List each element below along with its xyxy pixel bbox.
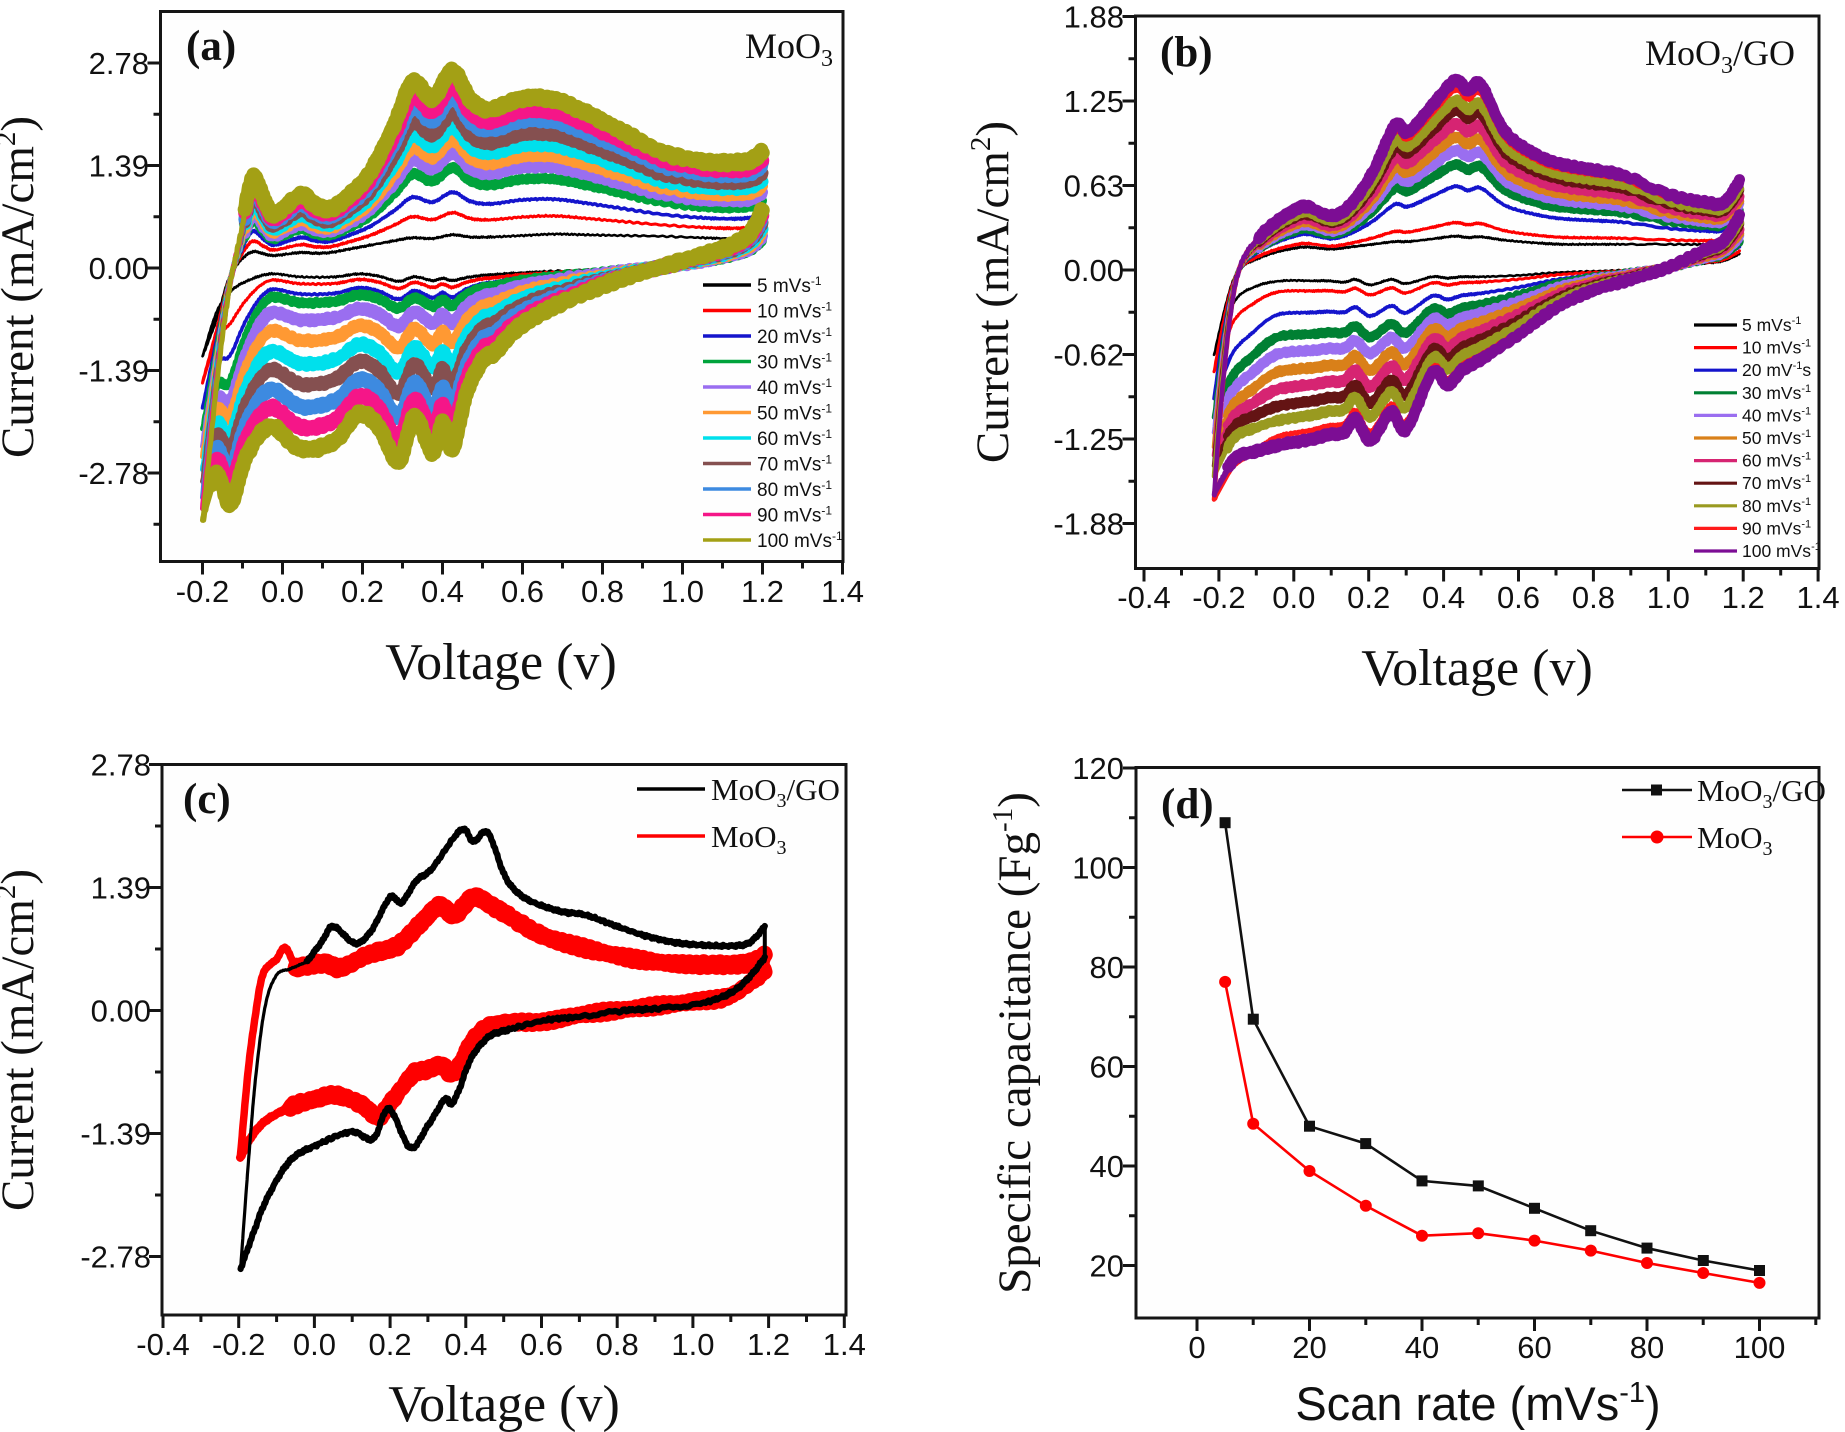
svg-text:1.4: 1.4 [823, 1327, 866, 1362]
svg-text:MoO3: MoO3 [1697, 820, 1772, 860]
svg-text:0.6: 0.6 [501, 574, 544, 609]
svg-text:MoO3: MoO3 [745, 26, 833, 72]
svg-text:1.39: 1.39 [89, 149, 149, 184]
svg-text:70 mVs-1: 70 mVs-1 [757, 453, 832, 476]
svg-text:1.0: 1.0 [671, 1327, 714, 1362]
svg-text:40: 40 [1090, 1149, 1124, 1184]
svg-text:60: 60 [1517, 1330, 1551, 1365]
svg-text:0.4: 0.4 [444, 1327, 487, 1362]
svg-text:0.4: 0.4 [1422, 580, 1465, 615]
svg-text:-2.78: -2.78 [80, 1240, 151, 1275]
svg-text:90 mVs-1: 90 mVs-1 [757, 504, 832, 527]
svg-text:40: 40 [1405, 1330, 1439, 1365]
svg-text:80 mVs-1: 80 mVs-1 [757, 478, 832, 501]
svg-text:20: 20 [1090, 1249, 1124, 1284]
svg-text:20: 20 [1292, 1330, 1326, 1365]
svg-text:0.4: 0.4 [421, 574, 464, 609]
svg-text:-0.4: -0.4 [136, 1327, 189, 1362]
svg-text:1.0: 1.0 [661, 574, 704, 609]
svg-text:1.39: 1.39 [91, 870, 151, 905]
svg-text:60 mVs-1: 60 mVs-1 [757, 427, 832, 450]
svg-text:-1.39: -1.39 [78, 353, 149, 388]
svg-text:0.0: 0.0 [293, 1327, 336, 1362]
svg-text:MoO3/GO: MoO3/GO [1697, 773, 1826, 813]
svg-text:-1.88: -1.88 [1053, 507, 1124, 542]
svg-text:60: 60 [1090, 1050, 1124, 1085]
svg-text:Voltage (v): Voltage (v) [385, 634, 617, 691]
svg-text:50 mVs-1: 50 mVs-1 [1742, 428, 1811, 448]
svg-text:0: 0 [1188, 1330, 1205, 1365]
svg-text:-1.25: -1.25 [1053, 422, 1124, 457]
svg-text:0.8: 0.8 [596, 1327, 639, 1362]
svg-text:40 mVs-1: 40 mVs-1 [757, 376, 832, 399]
svg-text:80: 80 [1090, 950, 1124, 985]
svg-text:-1.39: -1.39 [80, 1117, 151, 1152]
svg-text:-0.2: -0.2 [1192, 580, 1245, 615]
svg-text:80 mVs-1: 80 mVs-1 [1742, 496, 1811, 516]
svg-text:(d): (d) [1161, 781, 1214, 828]
svg-text:Voltage (v): Voltage (v) [388, 1376, 620, 1432]
svg-text:0.6: 0.6 [520, 1327, 563, 1362]
svg-text:0.2: 0.2 [341, 574, 384, 609]
svg-text:Current (mA/cm2): Current (mA/cm2) [965, 121, 1019, 463]
svg-text:70 mVs-1: 70 mVs-1 [1742, 473, 1811, 493]
svg-text:5 mVs-1: 5 mVs-1 [757, 274, 822, 297]
svg-text:1.2: 1.2 [747, 1327, 790, 1362]
svg-text:100 mVs-1: 100 mVs-1 [1742, 541, 1821, 561]
svg-text:50 mVs-1: 50 mVs-1 [757, 402, 832, 425]
svg-text:-0.2: -0.2 [176, 574, 229, 609]
svg-text:MoO3/GO: MoO3/GO [1645, 33, 1795, 79]
svg-text:MoO3: MoO3 [711, 819, 786, 859]
svg-text:120: 120 [1072, 751, 1124, 786]
svg-text:1.25: 1.25 [1064, 84, 1124, 119]
svg-text:2.78: 2.78 [91, 747, 151, 782]
svg-text:0.0: 0.0 [1272, 580, 1315, 615]
svg-text:2.78: 2.78 [89, 46, 149, 81]
svg-text:100: 100 [1072, 851, 1124, 886]
svg-text:10 mVs-1: 10 mVs-1 [757, 300, 832, 323]
svg-text:5 mVs-1: 5 mVs-1 [1742, 315, 1801, 335]
svg-text:60 mVs-1: 60 mVs-1 [1742, 451, 1811, 471]
svg-text:30 mVs-1: 30 mVs-1 [1742, 383, 1811, 403]
svg-text:MoO3/GO: MoO3/GO [711, 772, 840, 812]
svg-text:40 mVs-1: 40 mVs-1 [1742, 405, 1811, 425]
svg-text:100: 100 [1734, 1330, 1786, 1365]
svg-text:1.4: 1.4 [821, 574, 864, 609]
svg-text:0.6: 0.6 [1497, 580, 1540, 615]
svg-text:80: 80 [1630, 1330, 1664, 1365]
svg-text:-0.62: -0.62 [1053, 338, 1124, 373]
svg-text:0.00: 0.00 [91, 994, 151, 1029]
svg-text:Voltage (v): Voltage (v) [1361, 640, 1593, 697]
svg-text:(b): (b) [1160, 29, 1213, 76]
svg-text:0.2: 0.2 [1347, 580, 1390, 615]
svg-text:1.2: 1.2 [1722, 580, 1765, 615]
svg-text:(a): (a) [186, 23, 236, 70]
svg-text:1.2: 1.2 [741, 574, 784, 609]
svg-text:0.00: 0.00 [89, 251, 149, 286]
svg-text:0.2: 0.2 [369, 1327, 412, 1362]
svg-text:1.4: 1.4 [1797, 580, 1840, 615]
svg-text:0.8: 0.8 [581, 574, 624, 609]
svg-text:(c): (c) [183, 776, 231, 823]
svg-text:0.0: 0.0 [261, 574, 304, 609]
svg-text:Specific capacitance (Fg-1): Specific capacitance (Fg-1) [987, 792, 1041, 1294]
svg-text:Current (mA/cm2): Current (mA/cm2) [0, 116, 44, 458]
svg-text:90 mVs-1: 90 mVs-1 [1742, 518, 1811, 538]
svg-text:20 mVs-1: 20 mVs-1 [757, 325, 832, 348]
svg-text:-0.2: -0.2 [212, 1327, 265, 1362]
svg-text:-2.78: -2.78 [78, 456, 149, 491]
svg-text:0.00: 0.00 [1064, 253, 1124, 288]
svg-text:Scan rate (mVs-1): Scan rate (mVs-1) [1295, 1377, 1660, 1430]
svg-text:0.63: 0.63 [1064, 169, 1124, 204]
svg-text:30 mVs-1: 30 mVs-1 [757, 351, 832, 374]
svg-text:0.8: 0.8 [1572, 580, 1615, 615]
svg-text:1.88: 1.88 [1064, 0, 1124, 35]
svg-text:Current (mA/cm2): Current (mA/cm2) [0, 869, 44, 1211]
svg-text:10 mVs-1: 10 mVs-1 [1742, 338, 1811, 358]
svg-text:100 mVs-1: 100 mVs-1 [757, 529, 843, 552]
svg-text:-0.4: -0.4 [1117, 580, 1170, 615]
svg-text:1.0: 1.0 [1647, 580, 1690, 615]
